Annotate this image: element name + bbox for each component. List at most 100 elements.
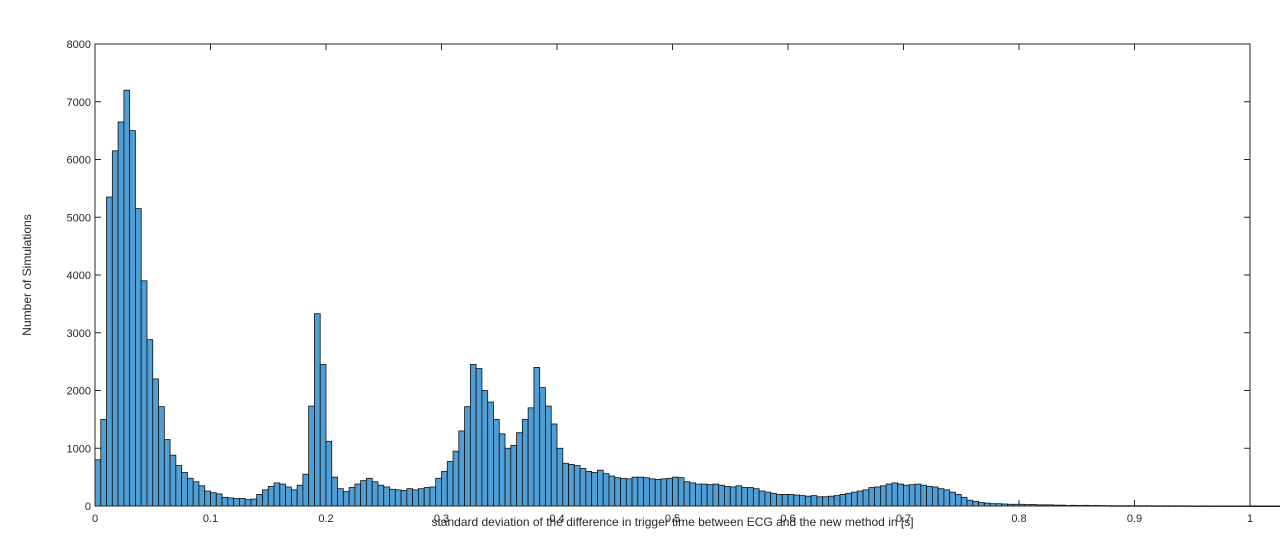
histogram-bar bbox=[146, 339, 154, 507]
y-tick-label: 0 bbox=[85, 501, 91, 513]
histogram-bar bbox=[602, 473, 610, 507]
histogram-bar bbox=[787, 494, 795, 507]
histogram-bar bbox=[822, 496, 829, 507]
histogram-bar bbox=[562, 462, 569, 507]
x-tick-label: 0.9 bbox=[1127, 513, 1142, 525]
x-tick-label: 0.8 bbox=[1011, 513, 1026, 525]
histogram-bar bbox=[920, 484, 928, 507]
histogram-bar bbox=[348, 487, 356, 507]
histogram-bar bbox=[770, 492, 777, 507]
histogram-bars bbox=[94, 89, 1280, 507]
histogram-bar bbox=[579, 468, 587, 507]
histogram-bar bbox=[978, 502, 985, 507]
histogram-bar bbox=[233, 498, 240, 507]
histogram-bar bbox=[620, 477, 627, 507]
histogram-bar bbox=[903, 484, 910, 507]
histogram-bar bbox=[545, 405, 552, 507]
histogram-bar bbox=[643, 477, 650, 507]
histogram-bar bbox=[458, 430, 466, 507]
histogram-bar bbox=[117, 121, 125, 507]
histogram-bar bbox=[781, 494, 789, 507]
histogram-bar bbox=[267, 485, 275, 507]
histogram-bar bbox=[666, 477, 673, 507]
histogram-bar bbox=[192, 481, 200, 507]
histogram-bar bbox=[764, 491, 772, 507]
histogram-bar bbox=[354, 483, 362, 507]
histogram-bar bbox=[972, 500, 979, 507]
histogram-bar bbox=[695, 483, 702, 507]
histogram-bar bbox=[279, 483, 286, 507]
histogram-bar bbox=[487, 401, 494, 507]
histogram-bar bbox=[366, 477, 373, 507]
histogram-bar bbox=[94, 459, 102, 507]
histogram-bar bbox=[163, 439, 171, 507]
histogram-bar bbox=[597, 469, 604, 507]
histogram-bar bbox=[660, 478, 668, 507]
histogram-bar bbox=[475, 368, 483, 507]
histogram-bar bbox=[689, 482, 697, 507]
histogram-bar bbox=[210, 492, 217, 507]
histogram-bar bbox=[735, 485, 743, 507]
histogram-bar bbox=[331, 476, 338, 507]
histogram-bar bbox=[389, 488, 396, 507]
histogram-bar bbox=[342, 491, 350, 507]
histogram-bar bbox=[810, 495, 818, 507]
histogram-bar bbox=[123, 89, 131, 507]
histogram-bar bbox=[204, 490, 211, 507]
histogram-bar bbox=[608, 475, 616, 507]
histogram-bar bbox=[371, 481, 379, 507]
histogram-bar bbox=[262, 489, 269, 507]
histogram-bar bbox=[181, 472, 188, 507]
histogram-bar bbox=[729, 486, 737, 507]
histogram-bar bbox=[937, 488, 945, 507]
histogram-bar bbox=[874, 486, 881, 507]
histogram-bar bbox=[1261, 505, 1268, 507]
histogram-bar bbox=[955, 494, 962, 507]
histogram-bar bbox=[677, 477, 685, 507]
histogram-bar bbox=[885, 483, 893, 507]
y-axis-label: Number of Simulations bbox=[20, 214, 34, 335]
histogram-bar bbox=[649, 478, 656, 507]
histogram-bar bbox=[273, 482, 281, 507]
histogram-bar bbox=[724, 485, 731, 507]
histogram-bar bbox=[186, 477, 194, 507]
x-tick-label: 0.4 bbox=[549, 513, 564, 525]
histogram-bar bbox=[585, 470, 593, 507]
histogram-bar bbox=[319, 364, 327, 507]
histogram-bar bbox=[435, 477, 442, 507]
histogram-bar bbox=[412, 489, 419, 507]
histogram-bar bbox=[527, 407, 535, 507]
y-tick-label: 4000 bbox=[67, 270, 91, 282]
histogram-bar bbox=[285, 486, 292, 507]
histogram-bar bbox=[406, 488, 414, 507]
histogram-bar bbox=[314, 313, 321, 507]
histogram-bar bbox=[516, 432, 523, 507]
histogram-bar bbox=[741, 487, 748, 507]
histogram-bar bbox=[296, 484, 304, 507]
histogram-bar bbox=[700, 483, 708, 507]
histogram-bar bbox=[839, 494, 847, 507]
histogram-bar bbox=[828, 495, 835, 507]
histogram-bar bbox=[504, 447, 512, 507]
histogram-bar bbox=[417, 488, 425, 507]
histogram-bar bbox=[1249, 505, 1257, 507]
histogram-bar bbox=[521, 418, 529, 507]
histogram-bar bbox=[302, 473, 310, 507]
histogram-bar bbox=[614, 477, 621, 507]
histogram-bar bbox=[793, 494, 800, 507]
histogram-bar bbox=[129, 130, 136, 507]
y-tick-label: 1000 bbox=[67, 443, 91, 455]
histogram-bar bbox=[573, 465, 581, 507]
histogram-bar bbox=[221, 496, 229, 507]
histogram-bar bbox=[960, 496, 968, 507]
histogram-bar bbox=[250, 498, 258, 507]
histogram-bar bbox=[631, 476, 639, 507]
y-tick-label: 2000 bbox=[67, 386, 91, 398]
histogram-bar bbox=[135, 208, 142, 507]
histogram-bar bbox=[429, 486, 437, 507]
x-tick-label: 0.3 bbox=[434, 513, 449, 525]
histogram-bar bbox=[683, 481, 691, 507]
histogram-bar bbox=[568, 464, 575, 507]
histogram-bar bbox=[140, 280, 148, 507]
